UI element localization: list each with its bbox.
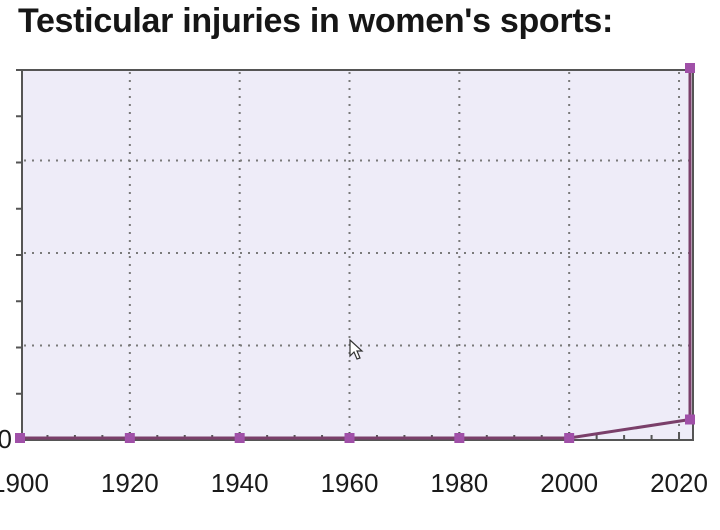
x-axis-tick-labels: 1900 1920 1940 1960 1980 2000 2020 bbox=[0, 468, 708, 498]
data-point-marker bbox=[685, 63, 695, 73]
x-tick-label: 2020 bbox=[650, 468, 708, 498]
data-point-marker bbox=[234, 433, 245, 443]
x-tick-label: 1980 bbox=[430, 468, 488, 498]
series-line bbox=[20, 68, 692, 440]
y-axis-tick-labels: 0 bbox=[0, 424, 12, 454]
data-point-marker bbox=[15, 433, 25, 443]
data-point-marker bbox=[344, 433, 355, 443]
y-tick-label: 0 bbox=[0, 424, 12, 454]
mouse-cursor-icon bbox=[349, 338, 364, 360]
data-point-marker bbox=[124, 433, 135, 443]
data-point-marker bbox=[454, 433, 465, 443]
series-testicular-injuries bbox=[15, 63, 695, 443]
data-point-marker bbox=[685, 414, 695, 425]
data-point-marker bbox=[564, 433, 575, 443]
x-tick-label: 1940 bbox=[211, 468, 269, 498]
chart-title: Testicular injuries in women's sports: bbox=[18, 2, 613, 40]
grid-lines bbox=[24, 72, 691, 438]
x-tick-label: 2000 bbox=[540, 468, 598, 498]
x-tick-label: 1900 bbox=[0, 468, 49, 498]
x-tick-label: 1960 bbox=[321, 468, 379, 498]
plot-area bbox=[21, 69, 694, 441]
x-tick-label: 1920 bbox=[101, 468, 159, 498]
